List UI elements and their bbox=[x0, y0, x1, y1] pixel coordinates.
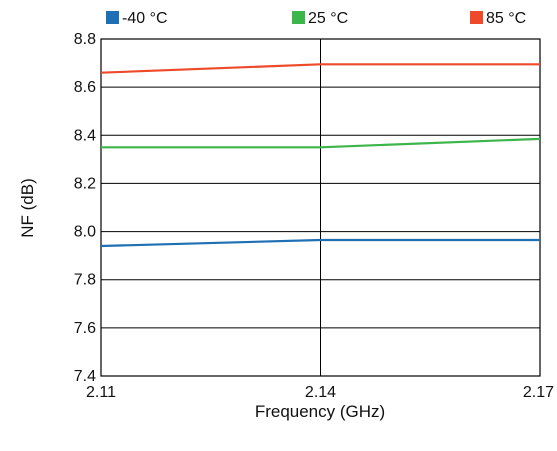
series-line-0 bbox=[100, 238, 540, 248]
legend-swatch bbox=[292, 11, 305, 24]
x-tick-label: 2.11 bbox=[86, 384, 116, 401]
series-line-1 bbox=[101, 137, 541, 149]
plot-frame bbox=[100, 38, 541, 377]
legend-label: -40 °C bbox=[122, 10, 168, 27]
legend: -40 °C 25 °C 85 °C bbox=[106, 10, 526, 27]
x-axis-ticks: 2.11 2.14 2.17 bbox=[86, 384, 554, 401]
legend-swatch bbox=[106, 11, 119, 24]
y-tick-label: 8.2 bbox=[74, 175, 96, 192]
plot-border bbox=[100, 38, 541, 377]
legend-item: 85 °C bbox=[470, 10, 526, 27]
y-axis-title: NF (dB) bbox=[18, 178, 37, 238]
grid-lines bbox=[100, 38, 541, 377]
legend-item: 25 °C bbox=[292, 10, 348, 27]
x-tick-label: 2.14 bbox=[305, 384, 336, 401]
y-axis-ticks: 7.4 7.6 7.8 8.0 8.2 8.4 8.6 8.8 bbox=[74, 31, 96, 385]
x-tick-label: 2.17 bbox=[523, 384, 554, 401]
y-tick-label: 7.4 bbox=[74, 368, 96, 385]
x-axis-title: Frequency (GHz) bbox=[255, 402, 385, 421]
legend-swatch bbox=[470, 11, 483, 24]
legend-label: 25 °C bbox=[308, 10, 348, 27]
y-tick-label: 7.6 bbox=[74, 320, 96, 337]
series-line-2 bbox=[100, 63, 540, 74]
y-tick-label: 7.8 bbox=[74, 272, 96, 289]
series-lines bbox=[100, 63, 541, 248]
y-tick-label: 8.0 bbox=[74, 224, 96, 241]
y-tick-label: 8.6 bbox=[74, 79, 96, 96]
y-tick-label: 8.8 bbox=[74, 31, 96, 48]
legend-label: 85 °C bbox=[486, 10, 526, 27]
y-tick-label: 8.4 bbox=[74, 127, 96, 144]
legend-item: -40 °C bbox=[106, 10, 168, 27]
